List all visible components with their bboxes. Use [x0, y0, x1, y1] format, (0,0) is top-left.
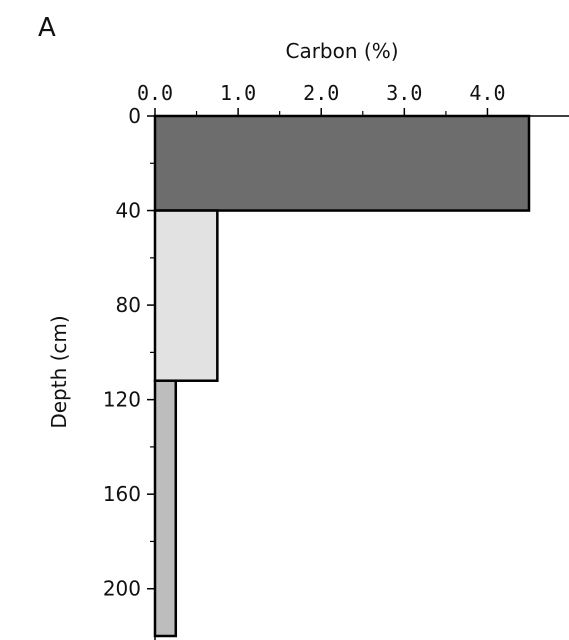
y-tick-label-3: 120	[103, 388, 141, 412]
y-tick-label-0: 0	[128, 104, 141, 128]
x-tick-label-4: 4.0	[469, 81, 505, 105]
depth-layer-bar-3	[153, 379, 178, 638]
depth-layer-bar-1	[153, 114, 531, 212]
y-tick-label-5: 200	[103, 577, 141, 601]
bars-layer	[153, 114, 531, 638]
y-tick-label-2: 80	[116, 293, 141, 317]
x-tick-label-1: 1.0	[220, 81, 256, 105]
y-tick-label-4: 160	[103, 482, 141, 506]
y-tick-label-1: 40	[116, 199, 141, 223]
x-tick-label-0: 0.0	[137, 81, 173, 105]
x-tick-label-2: 2.0	[303, 81, 339, 105]
x-tick-label-3: 3.0	[386, 81, 422, 105]
y-axis-title: Depth (cm)	[47, 315, 71, 428]
panel-label: A	[38, 13, 56, 43]
x-axis-title: Carbon (%)	[285, 39, 398, 63]
depth-layer-bar-2	[153, 209, 219, 382]
axes-layer: 0.0 1.0 2.0 3.0 4.0 0 40 80 120 160 200	[103, 81, 569, 640]
